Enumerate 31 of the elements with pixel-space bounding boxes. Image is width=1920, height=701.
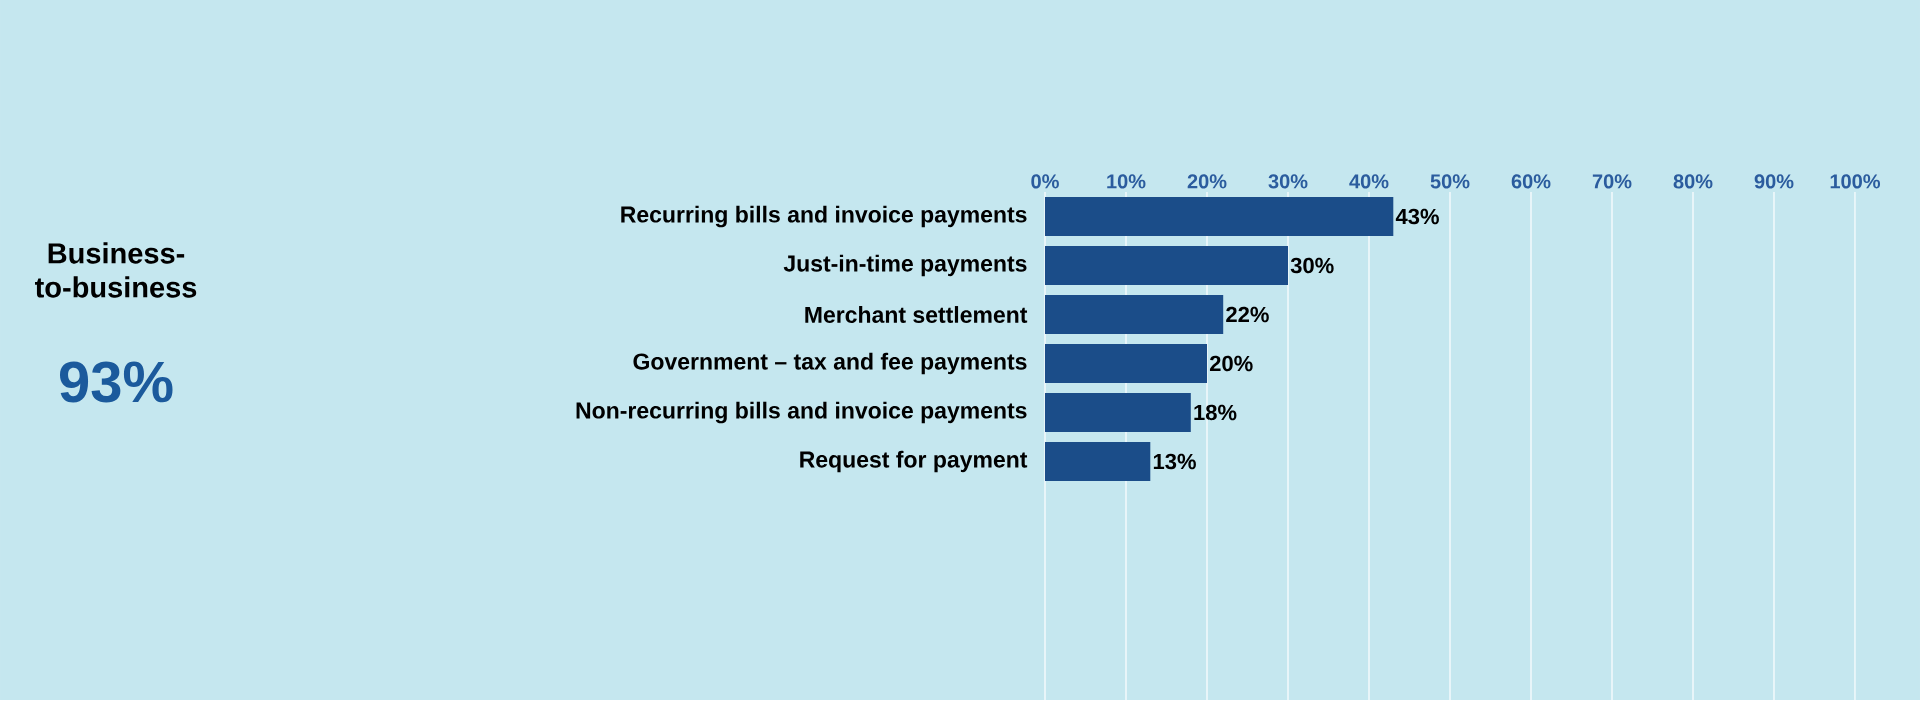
data-label: 20% <box>1209 355 1253 372</box>
x-tick-label: 10% <box>1107 174 1146 189</box>
x-tick-label: 70% <box>1592 174 1632 189</box>
data-label: 43% <box>1395 208 1439 225</box>
bar <box>1045 442 1151 482</box>
bar <box>1045 295 1224 335</box>
x-tick-label: 50% <box>1430 174 1470 189</box>
x-tick-label: 90% <box>1754 174 1794 189</box>
x-tick-label: 40% <box>1349 174 1389 189</box>
bar <box>1045 344 1207 384</box>
x-tick-label: 60% <box>1511 174 1551 189</box>
y-tick-label: Request for payment <box>800 450 1028 473</box>
y-tick-label: Just-in-time payments <box>783 254 1027 277</box>
y-tick-label: Government – tax and fee payments <box>633 352 1027 375</box>
x-tick-label: 100% <box>1830 174 1881 189</box>
bar <box>1045 197 1394 237</box>
bar <box>1045 246 1288 286</box>
bar <box>1045 393 1191 433</box>
x-tick-label: 80% <box>1673 174 1713 189</box>
data-label: 22% <box>1226 306 1269 323</box>
data-label: 13% <box>1153 453 1196 470</box>
text: Business-to-business <box>35 242 197 298</box>
data-label: 18% <box>1194 404 1237 421</box>
x-tick-label: 20% <box>1187 174 1227 189</box>
x-tick-label: 30% <box>1268 174 1308 189</box>
y-tick-label: Non-recurring bills and invoice payments <box>576 401 1027 424</box>
data-label: 30% <box>1290 257 1334 274</box>
y-tick-label: Merchant settlement <box>805 306 1028 324</box>
x-tick-label: 0% <box>1031 174 1059 189</box>
y-tick-label: Recurring bills and invoice payments <box>621 205 1027 228</box>
text: 93% <box>59 361 173 403</box>
